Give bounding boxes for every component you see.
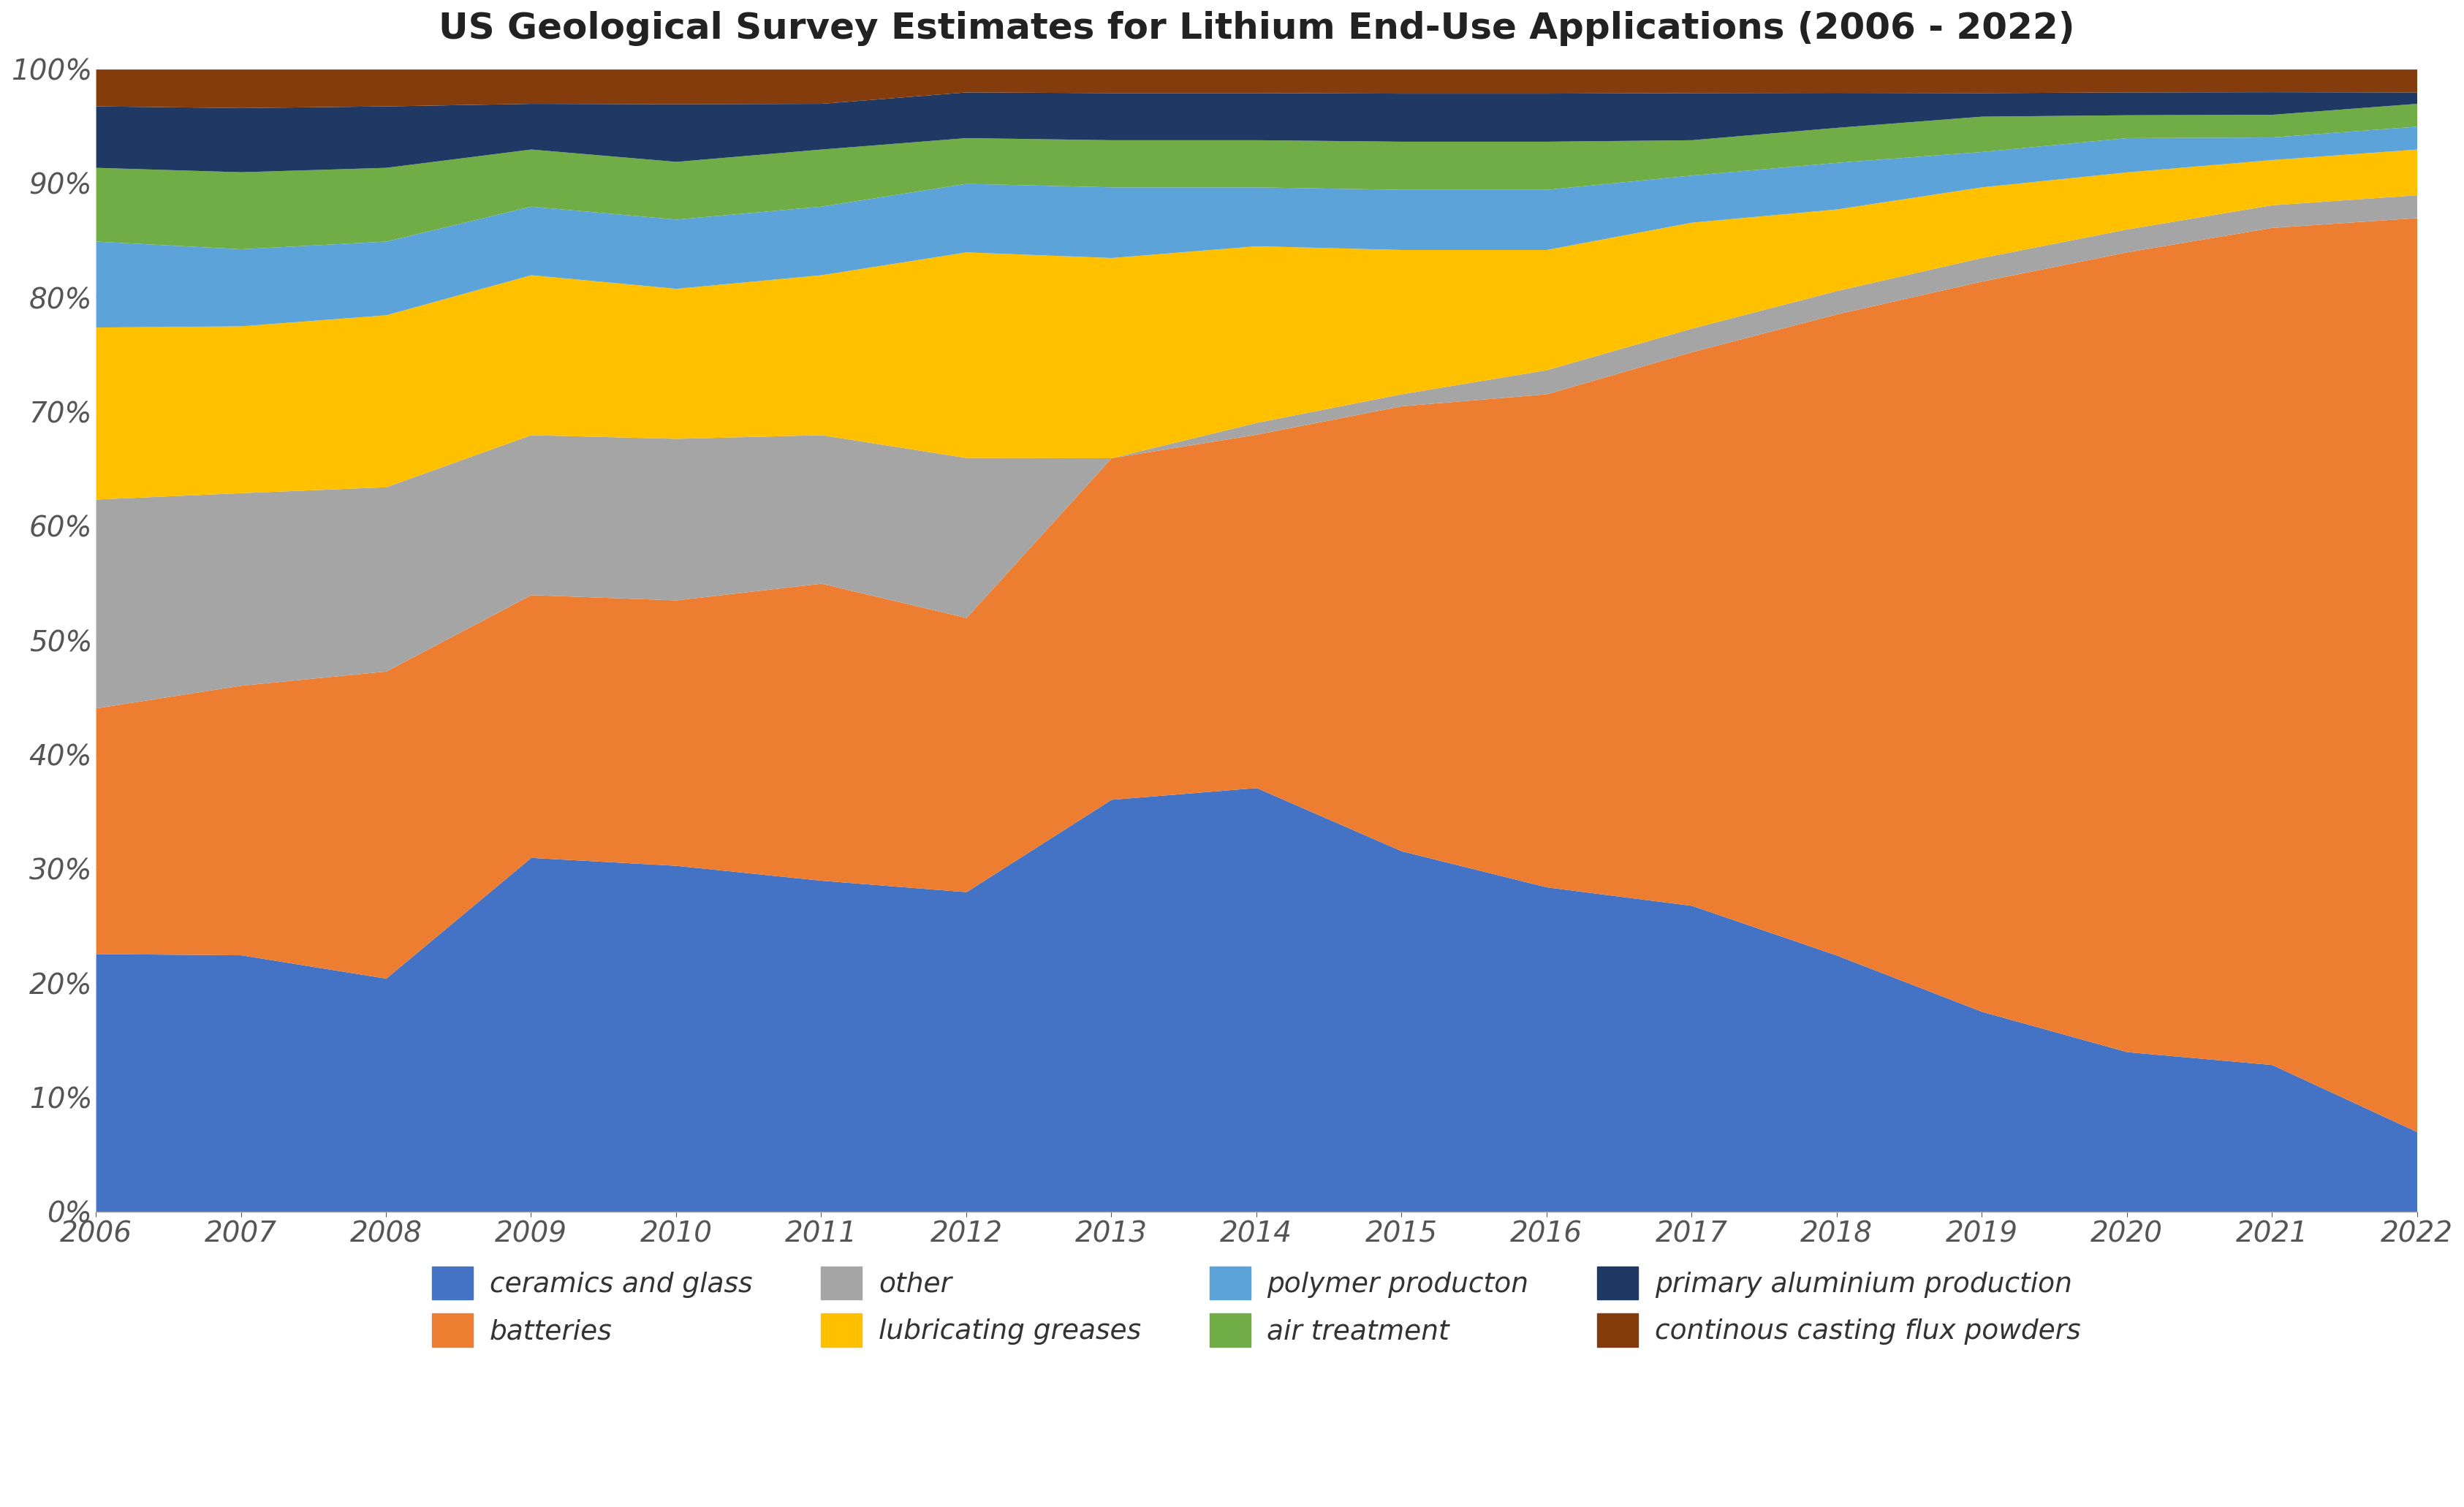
Title: US Geological Survey Estimates for Lithium End-Use Applications (2006 - 2022): US Geological Survey Estimates for Lithi… xyxy=(439,11,2075,47)
Legend: ceramics and glass, batteries, other, lubricating greases, polymer producton, ai: ceramics and glass, batteries, other, lu… xyxy=(421,1255,2092,1358)
